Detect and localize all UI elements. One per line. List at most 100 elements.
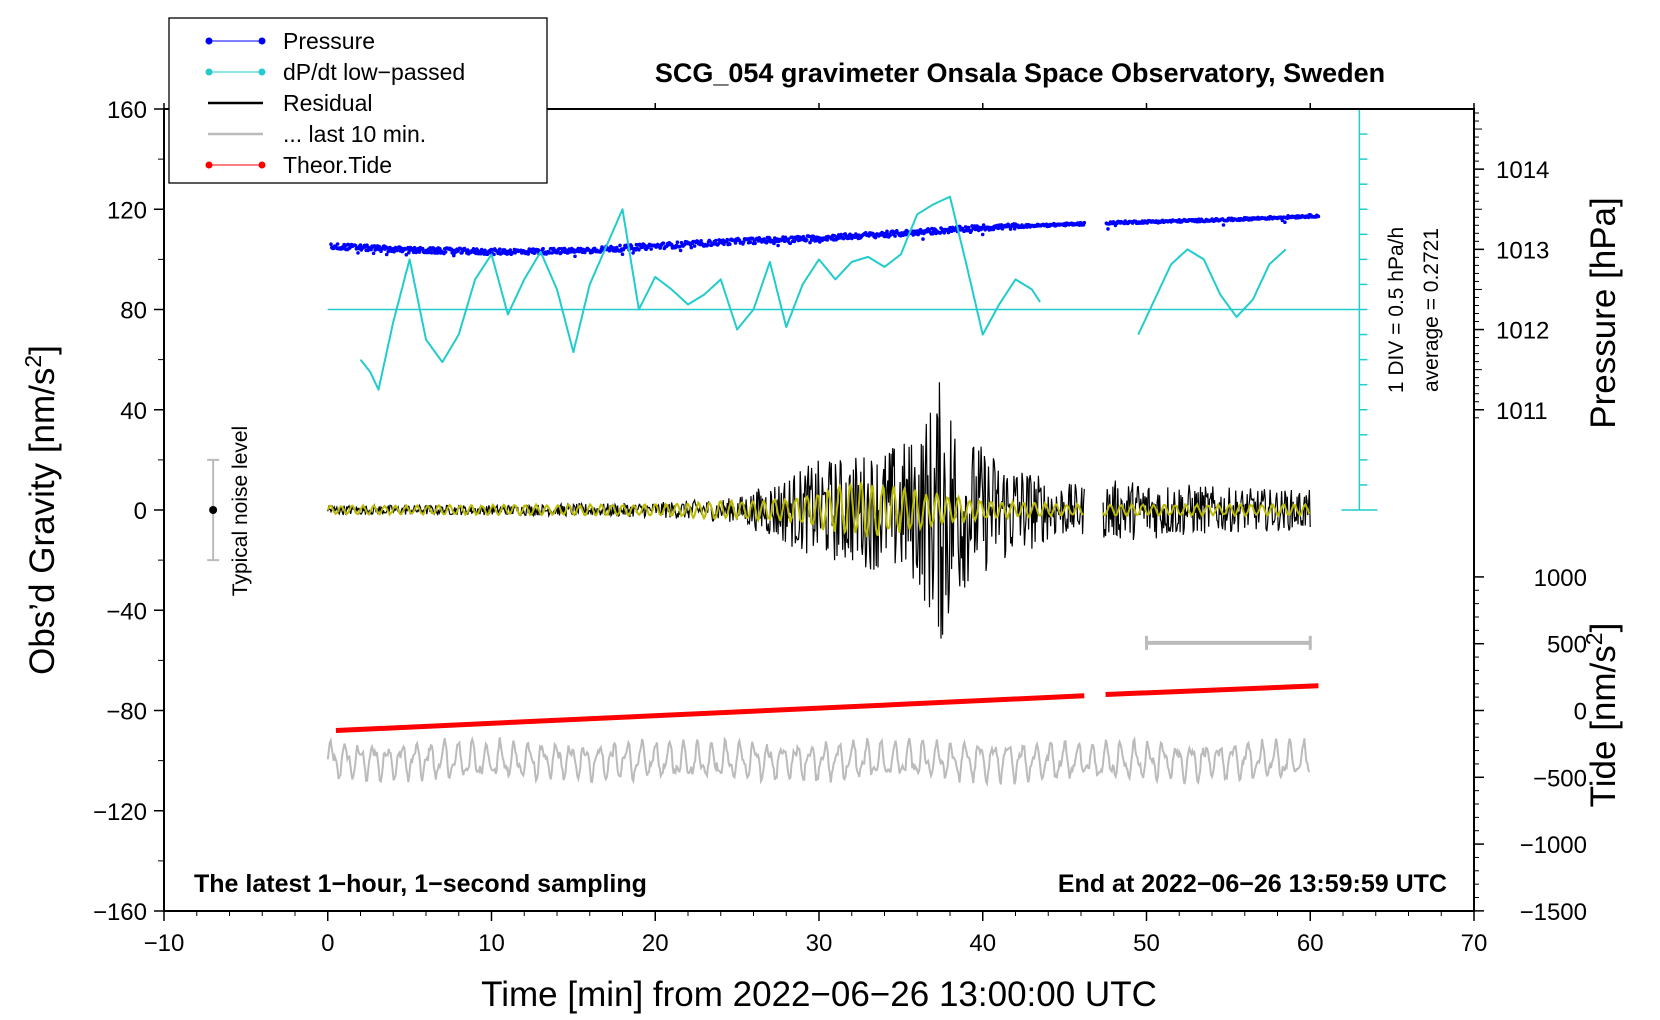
pressure-point bbox=[958, 224, 962, 229]
y-tick-label: 120 bbox=[107, 197, 147, 224]
y-tick-label: 160 bbox=[107, 97, 147, 124]
pressure-point bbox=[689, 245, 694, 250]
dpdt-scale-label: 1 DIV = 0.5 hPa/h bbox=[1385, 227, 1408, 393]
pressure-point bbox=[404, 252, 409, 257]
annotation-sampling: The latest 1−hour, 1−second sampling bbox=[194, 870, 647, 898]
pressure-point bbox=[991, 227, 996, 232]
dpdt-average-label: average = 0.2721 bbox=[1420, 228, 1443, 392]
pressure-point bbox=[371, 251, 376, 256]
legend-box bbox=[168, 17, 548, 184]
y-tick-label: 40 bbox=[120, 398, 147, 425]
left-axis-label-main: Obs’d Gravity [nm/s bbox=[23, 368, 62, 675]
pressure-point bbox=[649, 247, 653, 251]
pressure-point bbox=[748, 240, 752, 244]
pressure-point bbox=[885, 229, 889, 234]
pressure-point bbox=[846, 236, 851, 240]
pressure-point bbox=[679, 240, 684, 245]
dpdt-line-1 bbox=[359, 195, 1041, 391]
pressure-point bbox=[750, 236, 755, 241]
pressure-point bbox=[637, 248, 641, 252]
pressure-point bbox=[841, 236, 846, 241]
pressure-point bbox=[429, 251, 434, 255]
pressure-point bbox=[541, 246, 545, 251]
pressure-point bbox=[788, 241, 793, 246]
noise-level-dot bbox=[209, 506, 218, 514]
pressure-point bbox=[631, 251, 635, 255]
pressure-point bbox=[547, 251, 552, 255]
pressure-tick-label: 1013 bbox=[1496, 237, 1549, 264]
pressure-point bbox=[452, 253, 456, 258]
y-tick-label: −120 bbox=[93, 799, 147, 826]
tide-tick-label: −1000 bbox=[1520, 832, 1587, 859]
legend-items: Pressure dP/dt low−passed Residual ... last… bbox=[205, 28, 465, 178]
tide-tick-label: −1500 bbox=[1520, 899, 1587, 926]
legend-label: Residual bbox=[283, 90, 373, 116]
tide-tick-label: −500 bbox=[1533, 765, 1587, 792]
x-tick-label: 50 bbox=[1133, 930, 1160, 957]
pressure-point bbox=[708, 239, 712, 244]
chart-title: SCG_054 gravimeter Onsala Space Observat… bbox=[655, 58, 1385, 88]
pressure-point bbox=[792, 239, 797, 244]
pressure-points bbox=[329, 213, 1321, 259]
x-tick-label: 30 bbox=[806, 930, 833, 957]
annotation-end-time: End at 2022−06−26 13:59:59 UTC bbox=[1058, 870, 1447, 898]
pressure-point bbox=[417, 250, 422, 254]
tide-tick-label: 1000 bbox=[1534, 565, 1587, 592]
legend-marker bbox=[205, 68, 213, 76]
pressure-point bbox=[1106, 227, 1110, 231]
tide-line-2 bbox=[1105, 683, 1319, 697]
pressure-tick-label: 1011 bbox=[1496, 398, 1548, 425]
pressure-point bbox=[592, 246, 597, 251]
pressure-point bbox=[692, 244, 697, 248]
y-tick-label: −80 bbox=[106, 699, 147, 726]
pressure-point bbox=[466, 248, 470, 252]
pressure-point bbox=[384, 252, 389, 257]
legend-marker bbox=[205, 37, 213, 45]
pressure-point bbox=[741, 240, 746, 244]
pressure-point bbox=[980, 232, 985, 237]
pressure-point bbox=[804, 238, 809, 242]
pressure-point bbox=[335, 242, 340, 246]
last-10-min-line bbox=[326, 736, 1311, 788]
left-axis-label-sup: 2 bbox=[20, 355, 46, 368]
pressure-point bbox=[356, 251, 360, 255]
y-tick-label: 0 bbox=[134, 498, 147, 525]
x-tick-label: 70 bbox=[1461, 930, 1488, 957]
left-axis-label: Obs’d Gravity [nm/s2] bbox=[20, 345, 62, 675]
y-tick-label: −160 bbox=[93, 899, 147, 926]
legend-marker bbox=[258, 68, 266, 76]
legend-label: ... last 10 min. bbox=[283, 121, 426, 147]
pressure-point bbox=[675, 240, 680, 244]
tide-line-1 bbox=[335, 693, 1085, 734]
pressure-point bbox=[608, 248, 612, 253]
x-tick-label: 60 bbox=[1297, 930, 1324, 957]
pressure-point bbox=[661, 241, 666, 245]
pressure-point bbox=[981, 223, 986, 227]
pressure-tick-label: 1014 bbox=[1496, 157, 1549, 184]
x-tick-label: −10 bbox=[144, 930, 185, 957]
pressure-point bbox=[714, 238, 718, 243]
pressure-point bbox=[753, 241, 757, 246]
pressure-point bbox=[1221, 223, 1226, 227]
tide-tick-label: 0 bbox=[1574, 699, 1587, 726]
x-tick-label: 20 bbox=[642, 930, 669, 957]
pressure-point bbox=[733, 241, 738, 245]
pressure-point bbox=[443, 250, 448, 254]
pressure-point bbox=[618, 243, 622, 248]
y-tick-label: −40 bbox=[106, 598, 147, 625]
pressure-point bbox=[786, 237, 791, 241]
tide-axis-label: Tide [nm/s2] bbox=[1581, 623, 1623, 808]
pressure-point bbox=[1283, 220, 1287, 224]
x-tick-label: 40 bbox=[969, 930, 996, 957]
pressure-point bbox=[533, 251, 537, 255]
pressure-point bbox=[573, 254, 577, 259]
legend-marker bbox=[205, 161, 213, 169]
legend-label: dP/dt low−passed bbox=[283, 59, 465, 85]
pressure-point bbox=[620, 252, 625, 257]
tide-axis-label-main: Tide [nm/s bbox=[1584, 645, 1623, 807]
x-tick-label: 0 bbox=[321, 930, 334, 957]
noise-level-label: Typical noise level bbox=[229, 426, 252, 596]
tide-tick-label: 500 bbox=[1547, 632, 1587, 659]
pressure-point bbox=[1082, 220, 1087, 225]
